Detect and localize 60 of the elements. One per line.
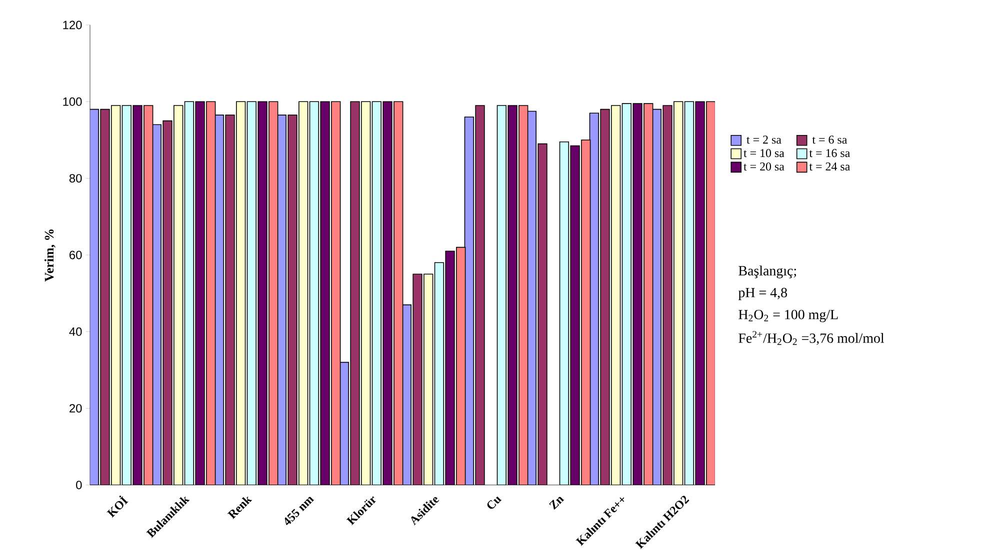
legend-label: t = 6 sa <box>812 136 848 144</box>
bar <box>288 114 298 485</box>
y-tick-label: 120 <box>63 20 82 30</box>
bar <box>424 274 434 485</box>
legend-label: t = 2 sa <box>746 136 782 144</box>
bar <box>111 105 121 485</box>
bar <box>674 101 684 485</box>
bar <box>508 105 518 485</box>
bar <box>538 143 548 485</box>
y-tick-label: 20 <box>70 404 82 413</box>
legend-label: t = 10 sa <box>744 149 784 158</box>
bar <box>236 101 246 485</box>
bar <box>174 105 184 485</box>
bar <box>162 120 172 485</box>
bar <box>298 101 308 485</box>
x-tick-label: Zn <box>549 496 564 510</box>
bar <box>662 105 672 485</box>
bar <box>695 101 705 485</box>
legend-label: t = 24 sa <box>809 162 850 171</box>
bar <box>611 105 621 485</box>
text: Başlangıç; <box>738 266 796 278</box>
bar <box>372 101 382 485</box>
bar <box>600 108 610 485</box>
text: H$_{2}$O$_{2}$ = 100 mg/L <box>738 310 838 322</box>
legend-label: t = 20 sa <box>744 162 784 171</box>
bar <box>570 145 580 485</box>
bar <box>132 105 142 485</box>
bar <box>225 114 235 485</box>
bar <box>309 101 320 485</box>
bar <box>258 101 268 485</box>
y-tick-label: 60 <box>70 250 82 260</box>
bar <box>184 101 194 485</box>
bar <box>475 105 485 485</box>
bar <box>684 101 694 485</box>
bar <box>412 274 422 485</box>
bar <box>434 262 444 485</box>
bar <box>361 101 371 485</box>
bar <box>90 109 99 485</box>
legend-label: t = 16 sa <box>809 149 850 158</box>
x-tick-label: Cu <box>487 496 502 509</box>
y-tick-label: 80 <box>69 174 82 183</box>
bar <box>382 101 392 485</box>
y-axis-title: Verim, % <box>44 229 56 282</box>
bar <box>632 103 642 485</box>
bar <box>622 103 632 485</box>
bar <box>559 142 570 485</box>
bar <box>122 105 132 485</box>
bar <box>195 101 205 485</box>
bar <box>445 250 455 485</box>
y-tick-label: 100 <box>63 97 82 106</box>
text: pH = 4,8 <box>738 288 787 300</box>
bar <box>100 108 110 485</box>
bar <box>246 101 257 485</box>
bar <box>320 101 330 485</box>
x-tick-label: 455 nm <box>284 496 314 526</box>
bar <box>350 101 360 485</box>
bar <box>496 105 507 485</box>
y-tick-label: 40 <box>69 327 82 336</box>
text: Fe$^{2+}$/H$_{2}$O$_{2}$ =3,76 mol/mol <box>738 331 884 345</box>
y-tick-label: 0 <box>76 480 82 490</box>
